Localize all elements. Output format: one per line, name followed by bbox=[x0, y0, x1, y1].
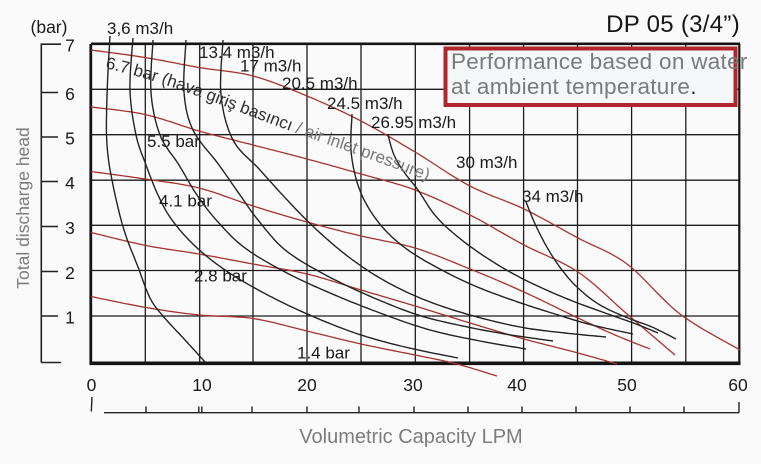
svg-text:(bar): (bar) bbox=[31, 17, 68, 37]
svg-text:4: 4 bbox=[65, 173, 75, 193]
svg-text:6: 6 bbox=[65, 84, 75, 104]
svg-text:17 m3/h: 17 m3/h bbox=[240, 57, 301, 76]
svg-text:34 m3/h: 34 m3/h bbox=[522, 187, 583, 206]
svg-text:10: 10 bbox=[192, 375, 212, 395]
svg-text:7: 7 bbox=[65, 36, 75, 56]
svg-text:DP 05 (3/4”): DP 05 (3/4”) bbox=[606, 11, 740, 38]
svg-text:3: 3 bbox=[65, 218, 75, 238]
svg-text:20: 20 bbox=[297, 375, 317, 395]
svg-text:at ambient temperature.: at ambient temperature. bbox=[451, 74, 697, 99]
svg-text:Volumetric Capacity LPM: Volumetric Capacity LPM bbox=[299, 426, 522, 448]
svg-text:4.1 bar: 4.1 bar bbox=[159, 192, 212, 211]
svg-text:60: 60 bbox=[728, 375, 748, 395]
svg-text:30 m3/h: 30 m3/h bbox=[456, 153, 517, 172]
svg-text:30: 30 bbox=[403, 375, 423, 395]
svg-text:24.5 m3/h: 24.5 m3/h bbox=[327, 94, 403, 113]
svg-text:5: 5 bbox=[65, 129, 75, 149]
svg-text:13.4 m3/h: 13.4 m3/h bbox=[199, 43, 275, 62]
svg-text:1.4 bar: 1.4 bar bbox=[297, 344, 350, 363]
svg-text:50: 50 bbox=[617, 375, 637, 395]
svg-text:40: 40 bbox=[507, 375, 527, 395]
svg-text:20.5 m3/h: 20.5 m3/h bbox=[282, 74, 358, 93]
svg-text:26.95 m3/h: 26.95 m3/h bbox=[371, 113, 456, 132]
svg-text:3,6 m3/h: 3,6 m3/h bbox=[107, 19, 173, 38]
svg-text:0: 0 bbox=[87, 375, 97, 395]
svg-text:5.5 bar: 5.5 bar bbox=[147, 132, 200, 151]
svg-text:2: 2 bbox=[65, 263, 75, 283]
svg-text:Total discharge head: Total discharge head bbox=[13, 127, 33, 289]
svg-text:Performance based on water: Performance based on water bbox=[451, 49, 748, 74]
svg-text:1: 1 bbox=[65, 308, 75, 328]
svg-text:2.8 bar: 2.8 bar bbox=[194, 267, 247, 286]
